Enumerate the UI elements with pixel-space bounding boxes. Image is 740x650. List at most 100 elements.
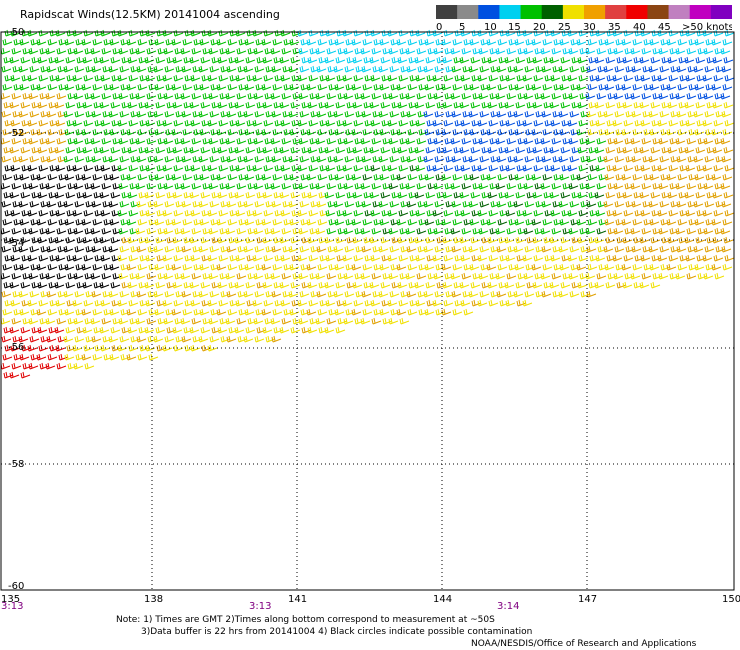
wind-barb [488, 119, 499, 127]
wind-barb [234, 56, 245, 64]
wind-barb [585, 227, 596, 235]
wind-barb [19, 308, 30, 316]
wind-barb [92, 353, 103, 361]
wind-barb [189, 56, 200, 64]
wind-barb [460, 74, 471, 82]
wind-barb [679, 209, 690, 217]
wind-barb [459, 191, 470, 199]
wind-barb [29, 335, 40, 343]
wind-barb [649, 83, 660, 91]
wind-barb [117, 29, 128, 37]
wind-barb [31, 326, 42, 334]
wind-barb [639, 146, 650, 154]
wind-barb [38, 209, 49, 217]
wind-barb [75, 263, 86, 271]
wind-barb [723, 191, 734, 199]
wind-barb [712, 191, 723, 199]
wind-barb [238, 263, 249, 271]
wind-barb [540, 272, 551, 280]
wind-barb [164, 200, 175, 208]
wind-barb [261, 308, 272, 316]
wind-barb [387, 29, 398, 37]
wind-barb [164, 290, 175, 298]
wind-barb [650, 101, 661, 109]
wind-barb [145, 209, 156, 217]
wind-barb [450, 47, 461, 55]
wind-barb [496, 110, 507, 118]
wind-barb [49, 254, 60, 262]
wind-barb [568, 272, 579, 280]
wind-barb [162, 29, 173, 37]
wind-barb [100, 299, 111, 307]
wind-barb [724, 209, 735, 217]
wind-barb [120, 173, 131, 181]
wind-barb [36, 173, 47, 181]
wind-barb [525, 38, 536, 46]
wind-barb [722, 263, 733, 271]
wind-barb [524, 245, 535, 253]
wind-barb [318, 191, 329, 199]
wind-barb [308, 299, 319, 307]
wind-barb [85, 65, 96, 73]
wind-barb [561, 254, 572, 262]
wind-barb [137, 263, 148, 271]
wind-barb [526, 191, 537, 199]
wind-barb [489, 92, 500, 100]
wind-barb [136, 65, 147, 73]
wind-barb [227, 218, 238, 226]
wind-barb [238, 218, 249, 226]
wind-barb [110, 326, 121, 334]
wind-barb [13, 38, 24, 46]
wind-barb [22, 227, 33, 235]
wind-barb [317, 38, 328, 46]
wind-barb [315, 182, 326, 190]
wind-barb [597, 110, 608, 118]
wind-barb [173, 119, 184, 127]
wind-barb [31, 191, 42, 199]
wind-barb [117, 164, 128, 172]
wind-barb [154, 263, 165, 271]
wind-barb [470, 101, 481, 109]
wind-barb [174, 227, 185, 235]
wind-barb [613, 272, 624, 280]
wind-barb [66, 29, 77, 37]
wind-barb [351, 308, 362, 316]
wind-barb [400, 155, 411, 163]
wind-barb [129, 227, 140, 235]
wind-barb [427, 182, 438, 190]
legend-tick: 40 [633, 22, 646, 33]
wind-barb [31, 101, 42, 109]
wind-barb [156, 29, 167, 37]
wind-barb [12, 290, 23, 298]
wind-barb [138, 236, 149, 244]
wind-barb [180, 47, 191, 55]
lat-label: -60 [8, 581, 24, 592]
wind-barb [442, 56, 453, 64]
wind-barb [704, 245, 715, 253]
wind-barb [229, 119, 240, 127]
wind-barb [22, 317, 33, 325]
wind-barb [353, 119, 364, 127]
wind-barb [182, 38, 193, 46]
wind-barb [254, 155, 265, 163]
wind-barb [200, 326, 211, 334]
wind-barb [354, 47, 365, 55]
wind-barb [534, 137, 545, 145]
wind-barb [659, 245, 670, 253]
wind-barb [218, 299, 229, 307]
wind-barb [693, 155, 704, 163]
wind-barb [335, 146, 346, 154]
wind-barb [72, 254, 83, 262]
wind-barb [613, 92, 624, 100]
wind-barb [103, 218, 114, 226]
wind-barb [360, 182, 371, 190]
wind-barb [290, 101, 301, 109]
wind-barb [193, 38, 204, 46]
wind-barb [652, 47, 663, 55]
wind-barb [399, 47, 410, 55]
wind-barb [603, 200, 614, 208]
wind-barb [607, 47, 618, 55]
wind-barb [301, 281, 312, 289]
wind-barb [289, 308, 300, 316]
